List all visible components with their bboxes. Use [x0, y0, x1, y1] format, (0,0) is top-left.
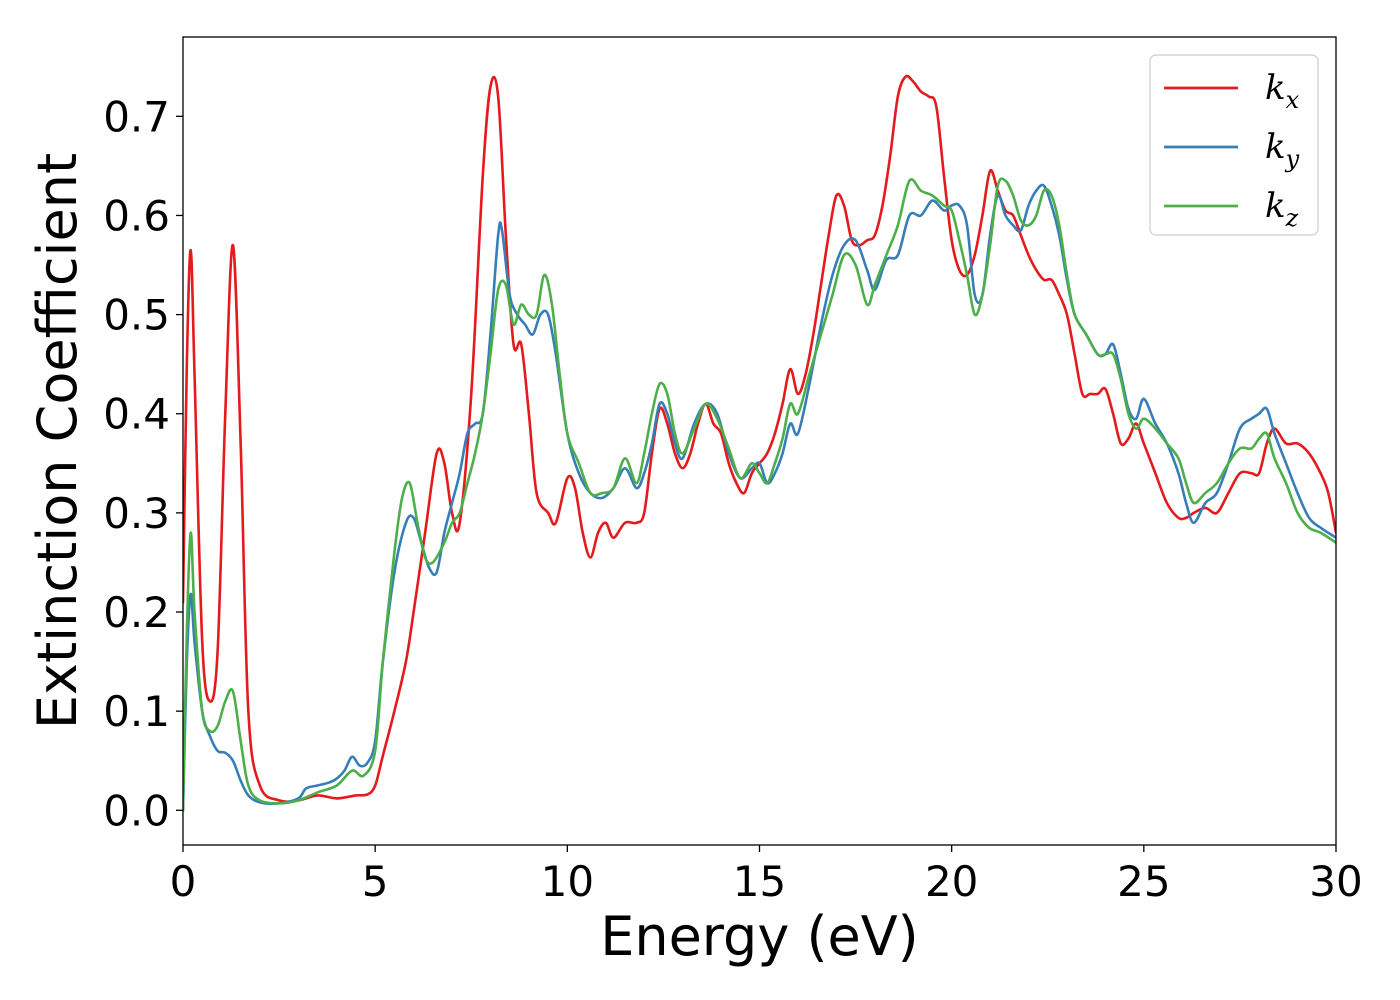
series-line-ky — [183, 183, 1336, 812]
series-layer — [183, 74, 1336, 812]
x-tick-label: 10 — [541, 857, 594, 906]
y-axis: 0.0 0.1 0.2 0.3 0.4 0.5 0.6 0.7 — [103, 92, 183, 835]
y-tick-label: 0.2 — [103, 588, 170, 637]
x-tick-label: 20 — [925, 857, 978, 906]
series-line-kz — [183, 177, 1336, 812]
x-tick-label: 25 — [1117, 857, 1170, 906]
y-tick-label: 0.6 — [103, 191, 170, 240]
series-line-kx — [183, 74, 1336, 803]
x-axis: 0 5 10 15 20 25 30 — [170, 845, 1363, 906]
y-tick-label: 0.5 — [103, 291, 170, 340]
y-tick-label: 0.1 — [103, 687, 170, 736]
x-tick-label: 30 — [1309, 857, 1362, 906]
x-tick-label: 0 — [170, 857, 197, 906]
legend-box — [1149, 54, 1319, 236]
y-tick-label: 0.3 — [103, 489, 170, 538]
y-axis-title: Extinction Coefficient — [26, 153, 89, 729]
y-tick-label: 0.7 — [103, 92, 170, 141]
x-axis-title: Energy (eV) — [600, 905, 919, 968]
x-tick-label: 5 — [362, 857, 389, 906]
x-tick-label: 15 — [733, 857, 786, 906]
y-tick-label: 0.4 — [103, 390, 170, 439]
y-tick-label: 0.0 — [103, 786, 170, 835]
